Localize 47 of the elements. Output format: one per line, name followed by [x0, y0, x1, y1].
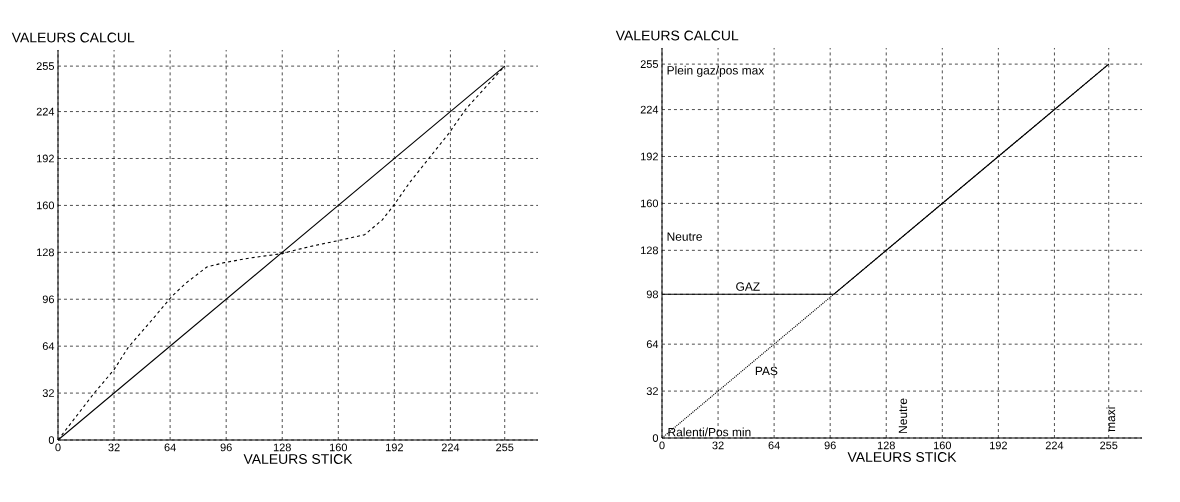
- annotation: Neutre: [667, 232, 702, 241]
- annotation: maxi: [1106, 407, 1116, 432]
- x-tick-label: 64: [768, 441, 780, 450]
- y-tick-label: 255: [36, 62, 55, 70]
- y-axis-title: VALEURS CALCUL: [11, 32, 135, 43]
- x-axis-title: VALEURS STICK: [847, 452, 957, 463]
- series-label: GAZ: [736, 282, 760, 291]
- annotation: Neutre: [898, 398, 908, 433]
- x-tick-label: 128: [273, 443, 291, 452]
- x-tick-label: 96: [824, 441, 836, 450]
- x-tick-label: 192: [386, 443, 403, 452]
- y-tick-label: 255: [640, 60, 659, 68]
- y-tick-label: 32: [42, 389, 54, 397]
- x-tick-label: 160: [329, 443, 347, 452]
- x-tick-label: 255: [1100, 441, 1118, 450]
- y-tick-label: 64: [646, 340, 659, 349]
- y-tick-label: 192: [641, 152, 658, 161]
- y-tick-label: 128: [641, 246, 658, 255]
- x-tick-label: 224: [441, 443, 460, 452]
- y-tick-label: 224: [640, 105, 659, 114]
- annotation: Ralenti/Pos min: [668, 427, 751, 437]
- y-tick-label: 98: [646, 290, 658, 299]
- y-tick-label: 0: [652, 434, 659, 442]
- y-tick-label: 160: [641, 199, 659, 208]
- x-axis-title: VALEURS STICK: [243, 454, 353, 465]
- y-tick-label: 64: [42, 342, 55, 351]
- x-tick-label: 32: [108, 443, 120, 452]
- y-tick-label: 224: [36, 107, 55, 116]
- x-tick-label: 192: [990, 441, 1007, 450]
- x-tick-label: 128: [877, 441, 895, 450]
- x-tick-label: 32: [712, 441, 724, 450]
- y-axis-title: VALEURS CALCUL: [615, 30, 739, 41]
- x-tick-label: 160: [933, 441, 951, 450]
- y-tick-label: 96: [42, 295, 54, 304]
- y-tick-label: 32: [646, 387, 658, 395]
- y-tick-label: 0: [48, 436, 55, 444]
- series-label: PAS: [755, 366, 778, 376]
- x-tick-label: 64: [164, 443, 176, 452]
- x-tick-label: 255: [496, 443, 514, 452]
- y-tick-label: 160: [37, 201, 55, 210]
- x-tick-label: 96: [220, 443, 232, 452]
- y-tick-label: 128: [37, 248, 54, 257]
- x-tick-label: 0: [659, 441, 665, 450]
- annotation: Plein gaz/pos max: [667, 65, 765, 77]
- x-tick-label: 224: [1045, 441, 1064, 450]
- x-tick-label: 0: [55, 443, 61, 452]
- y-tick-label: 192: [37, 154, 54, 163]
